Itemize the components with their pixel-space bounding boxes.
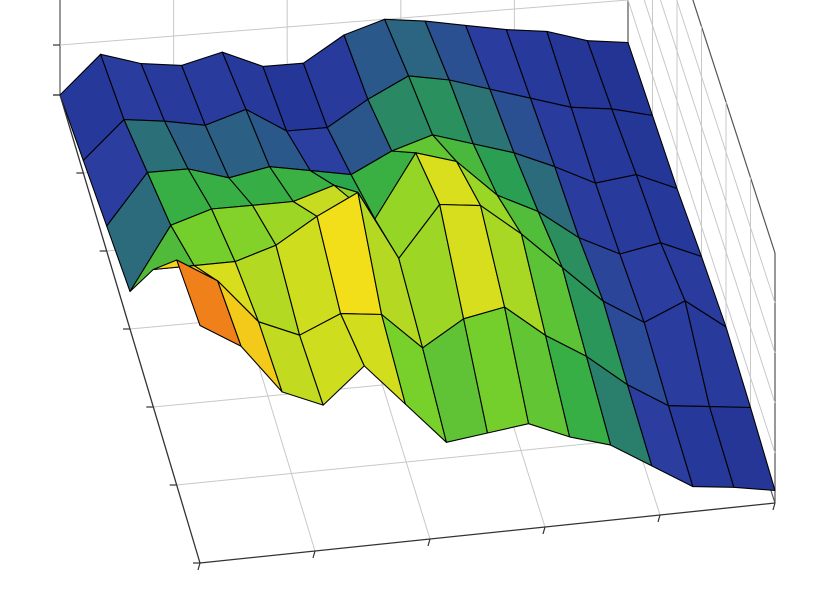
back-wall-gridline [59,0,629,46]
surface-patch [708,406,776,492]
x-axis-tick [772,502,776,511]
axis-ticks [53,44,776,571]
x-axis-tick [427,538,431,547]
x-axis-tick [657,514,661,523]
front-floor-edge [199,502,776,564]
surface-mesh [59,18,776,492]
x-axis-tick [197,562,201,571]
x-axis-tick [312,550,316,559]
x-axis-tick [542,526,546,535]
